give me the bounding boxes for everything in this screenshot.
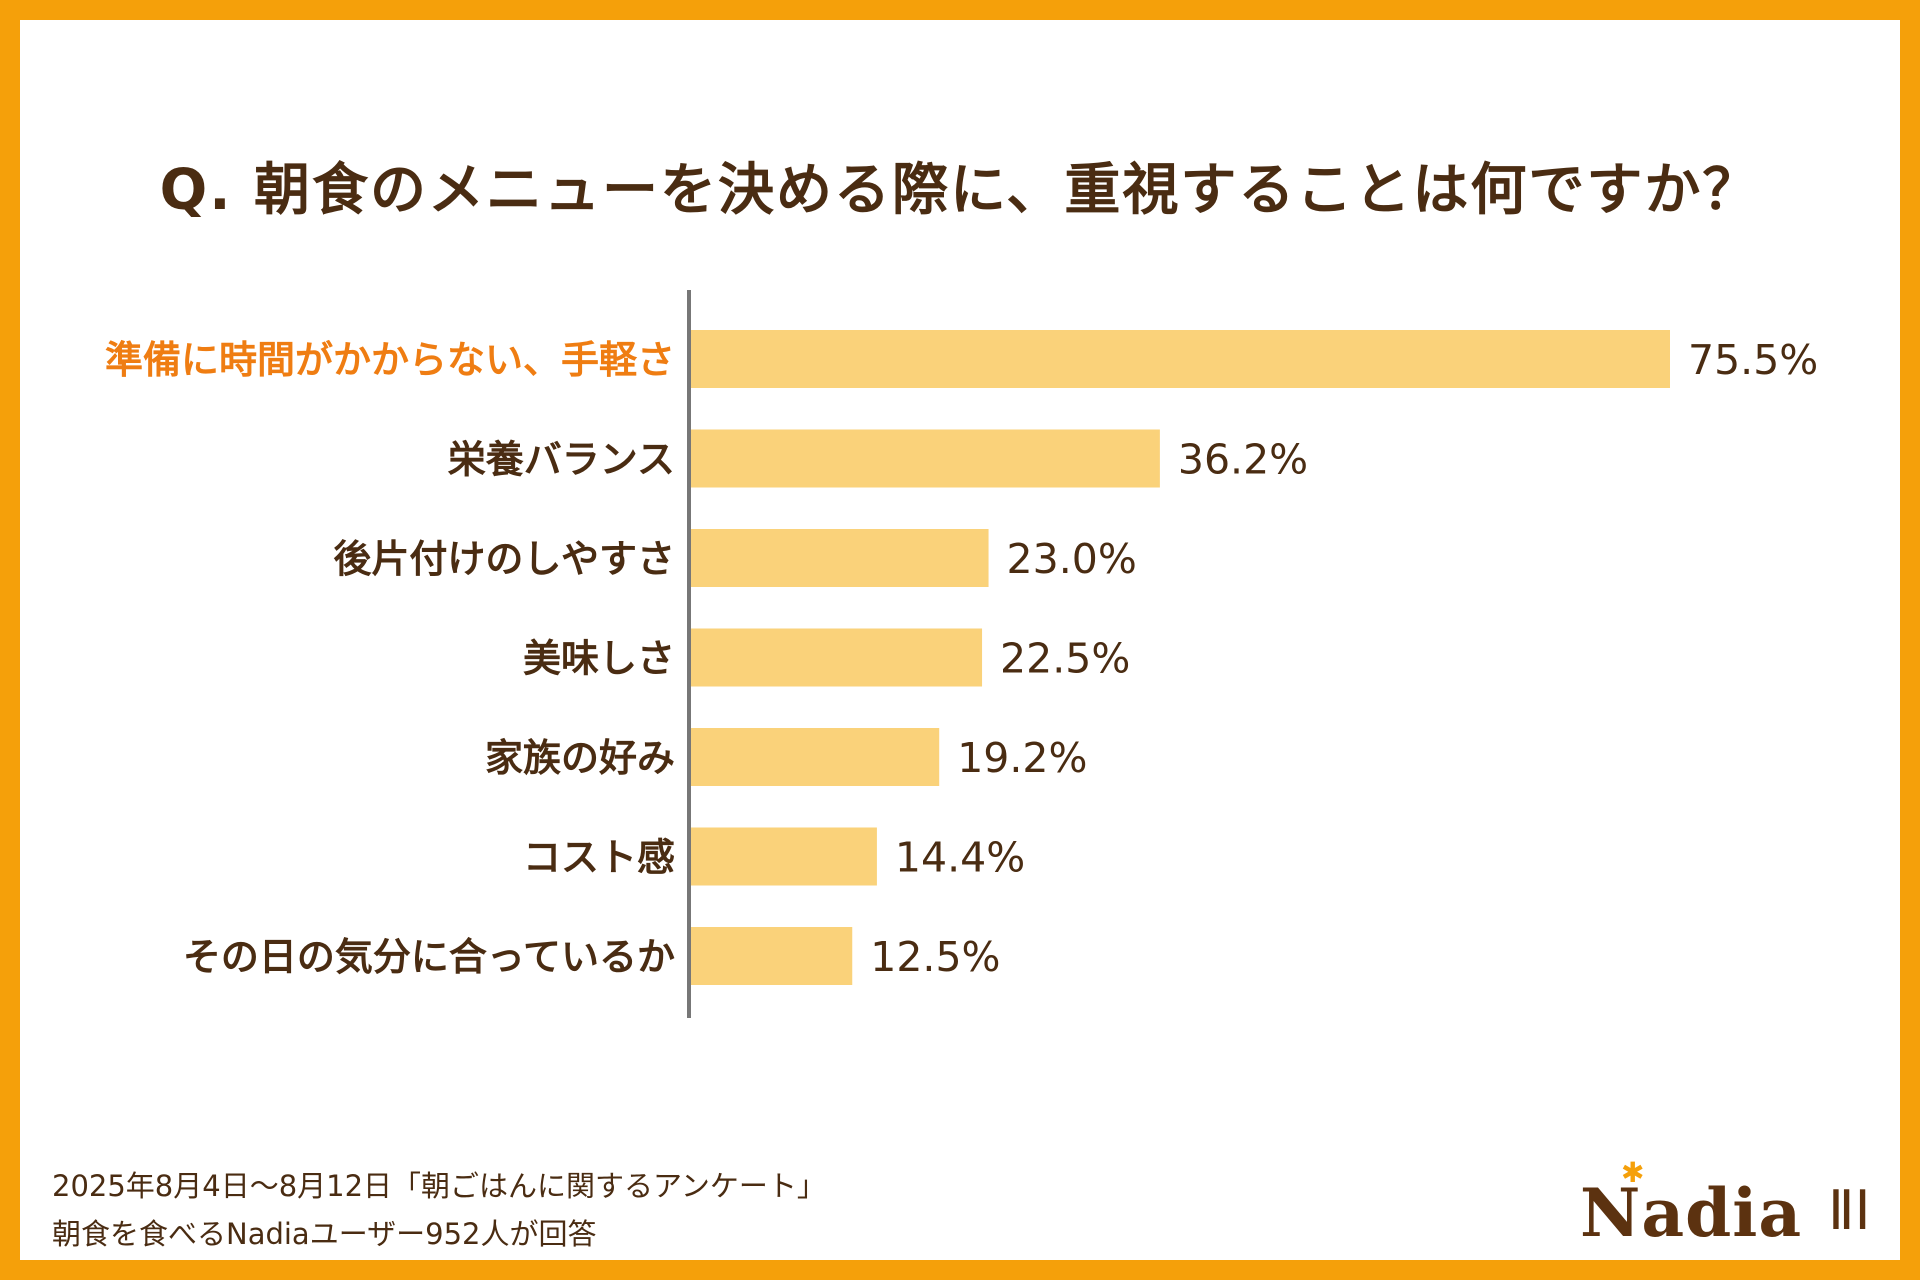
bar-4 [690, 628, 983, 687]
nadia-logo: ✱ Nadia ⅡⅠ [1580, 1156, 1871, 1260]
bar-7 [690, 927, 853, 985]
bar-3 [690, 529, 989, 587]
value-label-5: 19.2% [957, 734, 1087, 782]
bar-6 [690, 827, 877, 886]
category-label-5: 家族の好み [485, 736, 675, 780]
fork-knife-icon: ⅡⅠ [1828, 1179, 1871, 1242]
bar-chart: 準備に時間がかからない、手軽さ 75.5% 栄養バランス 36.2% 後片付けのしやすさ… [105, 290, 1818, 1018]
category-label-2: 栄養バランス [448, 438, 675, 482]
logo-wordmark: Nadia [1580, 1174, 1803, 1252]
chart-frame: Q. 朝食のメニューを決める際に、重視することは何ですか？ 準備に時間がかからな… [20, 20, 1900, 1260]
survey-respondents: 朝食を食べるNadiaユーザー952人が回答 [52, 1217, 597, 1251]
category-label-6: コスト感 [523, 836, 675, 880]
bar-5 [690, 728, 940, 786]
category-label-3: 後片付けのしやすさ [333, 537, 675, 581]
survey-footnote: 2025年8月4日～8月12日「朝ごはんに関するアンケート」 朝食を食べるNad… [52, 1162, 826, 1258]
value-label-3: 23.0% [1007, 535, 1137, 583]
value-label-1: 75.5% [1688, 336, 1818, 384]
survey-period: 2025年8月4日～8月12日「朝ごはんに関するアンケート」 [52, 1169, 826, 1203]
category-label-4: 美味しさ [523, 637, 675, 681]
bar-1 [690, 330, 1670, 388]
value-label-7: 12.5% [870, 933, 1000, 981]
flower-icon: ✱ [1621, 1156, 1645, 1189]
chart-title: Q. 朝食のメニューを決める際に、重視することは何ですか？ [159, 158, 1761, 223]
category-label-7: その日の気分に合っているか [183, 935, 675, 979]
value-label-6: 14.4% [895, 834, 1025, 882]
bar-2 [690, 429, 1160, 488]
value-label-2: 36.2% [1178, 436, 1308, 484]
category-label-1: 準備に時間がかからない、手軽さ [105, 338, 675, 382]
value-label-4: 22.5% [1000, 635, 1130, 683]
